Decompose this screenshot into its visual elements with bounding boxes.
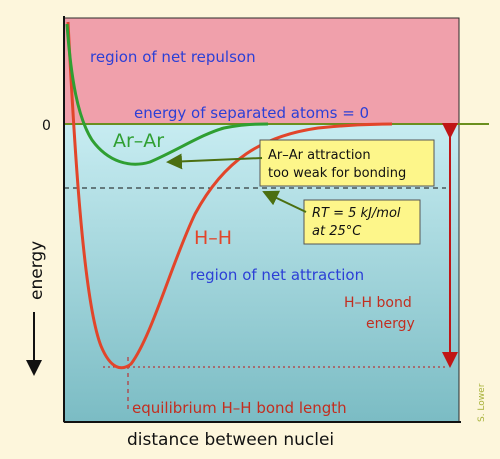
bond-energy-label-line1: H–H bond (344, 295, 412, 311)
rt-callout-pointer (262, 190, 307, 213)
separated-atoms-label: energy of separated atoms = 0 (134, 104, 369, 122)
bond-energy-label-line2: energy (366, 316, 415, 332)
rt-callout-box (303, 199, 421, 245)
arar-callout-box (259, 139, 435, 187)
hh-potential-curve (66, 21, 393, 370)
hh-curve-label: H–H (194, 227, 232, 249)
repulsion-region (64, 18, 459, 124)
arar-curve-label: Ar–Ar (113, 130, 164, 152)
equilibrium-label: equilibrium H–H bond length (132, 399, 347, 417)
arar-callout-line1: Ar–Ar attraction (268, 148, 371, 163)
x-axis-label: distance between nuclei (127, 430, 334, 450)
rt-callout-line2: at 25°C (312, 224, 362, 239)
repulsion-region-label: region of net repulson (90, 48, 256, 66)
attraction-region-label: region of net attraction (190, 266, 364, 284)
y-axis-label: energy (27, 241, 47, 300)
zero-tick-label: 0 (42, 118, 51, 134)
arar-callout-pointer (166, 153, 263, 170)
arar-potential-curve (65, 23, 269, 166)
arar-callout-line2: too weak for bonding (268, 166, 406, 181)
rt-callout-line1: RT = 5 kJ/mol (312, 206, 401, 221)
credit-label: S. Lower (477, 383, 487, 422)
